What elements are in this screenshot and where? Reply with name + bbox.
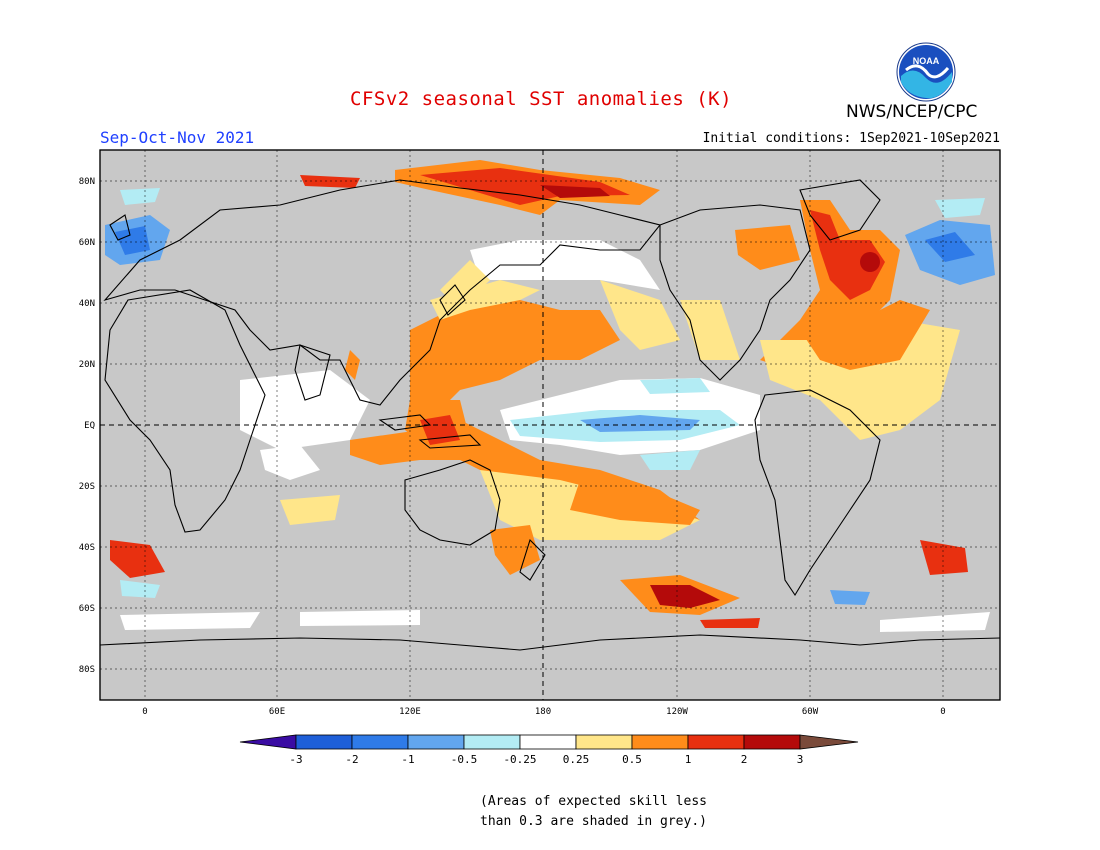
chart-title: CFSv2 seasonal SST anomalies (K) bbox=[350, 88, 733, 110]
lon-label: 120W bbox=[666, 707, 688, 717]
lat-label: 40N bbox=[79, 299, 95, 309]
colorbar-tick-label: -2 bbox=[345, 753, 358, 766]
footnote-line-1: (Areas of expected skill less bbox=[480, 794, 707, 809]
colorbar-upper-extend bbox=[799, 734, 859, 750]
australia-outline bbox=[404, 459, 501, 546]
initial-conditions-label: Initial conditions: 1Sep2021-10Sep2021 bbox=[702, 131, 1000, 146]
skill-footnote: (Areas of expected skill less than 0.3 a… bbox=[480, 792, 707, 832]
colorbar-segment bbox=[295, 734, 353, 750]
colorbar-segment bbox=[463, 734, 521, 750]
lon-label: 60W bbox=[802, 707, 819, 717]
africa-outline bbox=[104, 289, 266, 533]
colorbar-tick-label: -3 bbox=[289, 753, 302, 766]
colorbar-tick-label: -1 bbox=[401, 753, 414, 766]
colorbar-tick-label: 2 bbox=[741, 753, 748, 766]
colorbar-segment bbox=[407, 734, 465, 750]
graticule bbox=[100, 150, 1000, 700]
colorbar-segment bbox=[631, 734, 689, 750]
colorbar-tick-label: 0.5 bbox=[622, 753, 642, 766]
lat-label: 20S bbox=[79, 482, 95, 492]
lon-label: 0 bbox=[142, 707, 147, 717]
lon-label: 60E bbox=[269, 707, 285, 717]
colorbar-segment bbox=[351, 734, 409, 750]
lat-label: 80S bbox=[79, 665, 95, 675]
colorbar-tick-label: 1 bbox=[685, 753, 692, 766]
eurasia-outline bbox=[103, 179, 661, 406]
lat-label: 40S bbox=[79, 543, 95, 553]
colorbar: -3 -2 -1 -0.5 -0.25 0.25 0.5 1 2 3 bbox=[239, 734, 859, 766]
logo-text: NOAA bbox=[913, 56, 940, 66]
colorbar-tick-label: -0.25 bbox=[503, 753, 536, 766]
footnote-line-2: than 0.3 are shaded in grey.) bbox=[480, 814, 707, 829]
colorbar-tick-label: 3 bbox=[797, 753, 804, 766]
colorbar-tick-label: 0.25 bbox=[563, 753, 590, 766]
antarctica-outline bbox=[99, 634, 1001, 651]
lat-label: EQ bbox=[84, 421, 95, 431]
colorbar-segment bbox=[743, 734, 801, 750]
lon-label: 120E bbox=[399, 707, 421, 717]
lat-label: 60N bbox=[79, 238, 95, 248]
noaa-logo: NOAA bbox=[896, 42, 956, 102]
agency-label: NWS/NCEP/CPC bbox=[846, 102, 978, 122]
colorbar-segment bbox=[687, 734, 745, 750]
colorbar-tick-label: -0.5 bbox=[451, 753, 478, 766]
lon-label: 0 bbox=[940, 707, 945, 717]
lon-label: 180 bbox=[535, 707, 551, 717]
colorbar-lower-extend bbox=[239, 734, 297, 750]
colorbar-segment bbox=[575, 734, 633, 750]
season-label: Sep-Oct-Nov 2021 bbox=[100, 128, 255, 147]
lat-label: 20N bbox=[79, 360, 95, 370]
lat-label: 80N bbox=[79, 177, 95, 187]
lat-label: 60S bbox=[79, 604, 95, 614]
colorbar-segment bbox=[519, 734, 577, 750]
